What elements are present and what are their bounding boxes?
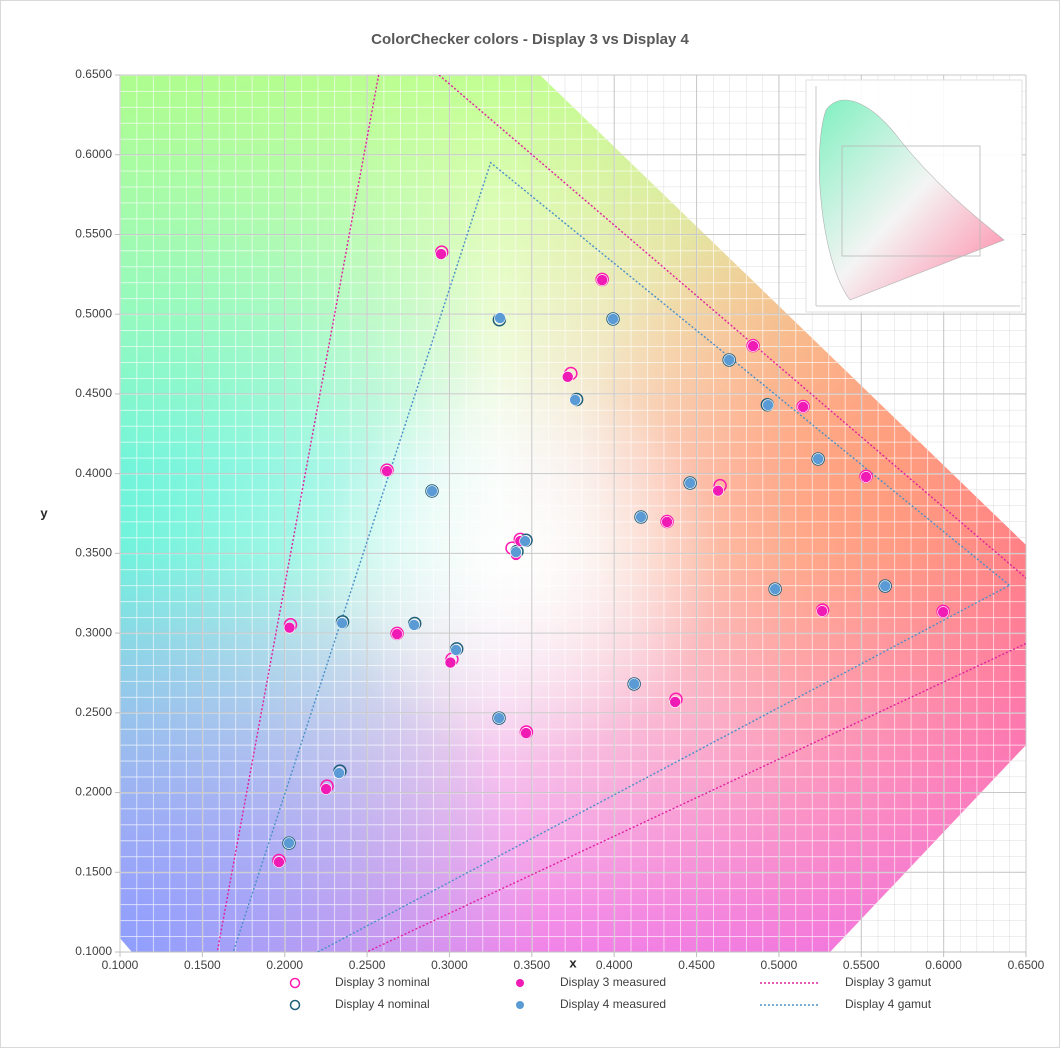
measured-point xyxy=(635,511,647,523)
measured-point xyxy=(283,621,296,634)
measured-point xyxy=(816,605,828,617)
measured-point xyxy=(283,837,295,849)
measured-point xyxy=(450,644,462,656)
legend-label: Display 3 gamut xyxy=(845,975,932,989)
chart-title: ColorChecker colors - Display 3 vs Displ… xyxy=(371,31,689,48)
x-tick-label: 0.1500 xyxy=(184,958,221,972)
measured-point xyxy=(520,727,532,739)
measured-point xyxy=(494,312,506,324)
x-tick-label: 0.2500 xyxy=(349,958,386,972)
y-tick-label: 0.5500 xyxy=(75,227,112,241)
legend-swatch xyxy=(516,1001,524,1009)
y-tick-label: 0.1000 xyxy=(75,944,112,958)
measured-point xyxy=(510,546,522,558)
measured-point xyxy=(561,371,574,383)
y-tick-label: 0.3000 xyxy=(75,625,112,639)
nominal-point xyxy=(683,476,697,490)
legend-swatch xyxy=(289,999,301,1011)
legend-label: Display 4 nominal xyxy=(335,997,430,1011)
y-tick-label: 0.6500 xyxy=(75,67,112,81)
legend-swatch xyxy=(516,979,524,987)
measured-point xyxy=(762,399,774,411)
measured-point xyxy=(628,678,640,690)
x-tick-label: 0.4000 xyxy=(596,958,633,972)
x-tick-label: 0.6500 xyxy=(1008,958,1045,972)
nominal-point xyxy=(811,452,825,466)
x-tick-label: 0.6000 xyxy=(925,958,962,972)
legend: Display 3 nominal Display 3 measured Displ… xyxy=(289,975,932,1011)
measured-point xyxy=(937,606,949,618)
y-tick-label: 0.6000 xyxy=(75,147,112,161)
y-tick-label: 0.1500 xyxy=(75,864,112,878)
y-tick-label: 0.4000 xyxy=(75,466,112,480)
nominal-point xyxy=(606,312,620,326)
measured-point xyxy=(426,485,438,497)
x-tick-label: 0.5000 xyxy=(761,958,798,972)
nominal-point xyxy=(282,836,296,850)
x-tick-label: 0.3500 xyxy=(513,958,550,972)
measured-point xyxy=(684,477,696,489)
x-tick-label: 0.5500 xyxy=(843,958,880,972)
measured-point xyxy=(519,535,531,547)
legend-label: Display 4 gamut xyxy=(845,997,932,1011)
nominal-point xyxy=(634,510,648,524)
gamut-line xyxy=(232,161,1011,952)
measured-point xyxy=(408,619,420,631)
measured-point xyxy=(333,767,345,779)
measured-point xyxy=(712,484,724,497)
y-tick-label: 0.2500 xyxy=(75,705,112,719)
x-tick-label: 0.1000 xyxy=(102,958,139,972)
measured-point xyxy=(607,313,619,325)
gamut-line xyxy=(216,75,1026,952)
measured-point xyxy=(381,465,393,477)
y-tick-label: 0.3500 xyxy=(75,546,112,560)
legend-label: Display 3 measured xyxy=(560,975,666,989)
x-tick-label: 0.3000 xyxy=(431,958,468,972)
legend-label: Display 4 measured xyxy=(560,997,666,1011)
plot-marks xyxy=(216,75,1026,952)
measured-point xyxy=(569,394,581,406)
measured-point xyxy=(669,696,681,708)
x-tick-label: 0.2000 xyxy=(266,958,303,972)
legend-swatch xyxy=(289,977,301,989)
y-tick-label: 0.2000 xyxy=(75,785,112,799)
measured-point xyxy=(493,712,505,724)
x-tick-label: 0.4500 xyxy=(678,958,715,972)
measured-point xyxy=(860,471,872,483)
measured-point xyxy=(661,516,673,528)
nominal-point xyxy=(425,484,439,498)
nominal-point xyxy=(722,353,736,367)
measured-point xyxy=(797,401,809,413)
nominal-point xyxy=(627,677,641,691)
legend-label: Display 3 nominal xyxy=(335,975,430,989)
measured-point xyxy=(723,354,735,366)
measured-point xyxy=(435,248,447,260)
nominal-point xyxy=(878,579,892,593)
inset-thumbnail xyxy=(805,79,1023,313)
measured-point xyxy=(812,453,824,465)
measured-point xyxy=(769,583,781,595)
measured-point xyxy=(879,580,891,592)
nominal-point xyxy=(492,711,506,725)
measured-point xyxy=(747,340,759,352)
y-axis-title: y xyxy=(40,505,48,520)
measured-point xyxy=(320,783,332,795)
measured-point xyxy=(444,656,457,669)
measured-point xyxy=(596,274,608,286)
nominal-point xyxy=(768,582,782,596)
measured-point xyxy=(391,628,403,640)
x-axis-title: x xyxy=(569,955,577,970)
measured-point xyxy=(336,617,348,629)
y-tick-label: 0.4500 xyxy=(75,386,112,400)
y-tick-label: 0.5000 xyxy=(75,306,112,320)
measured-point xyxy=(273,856,285,868)
